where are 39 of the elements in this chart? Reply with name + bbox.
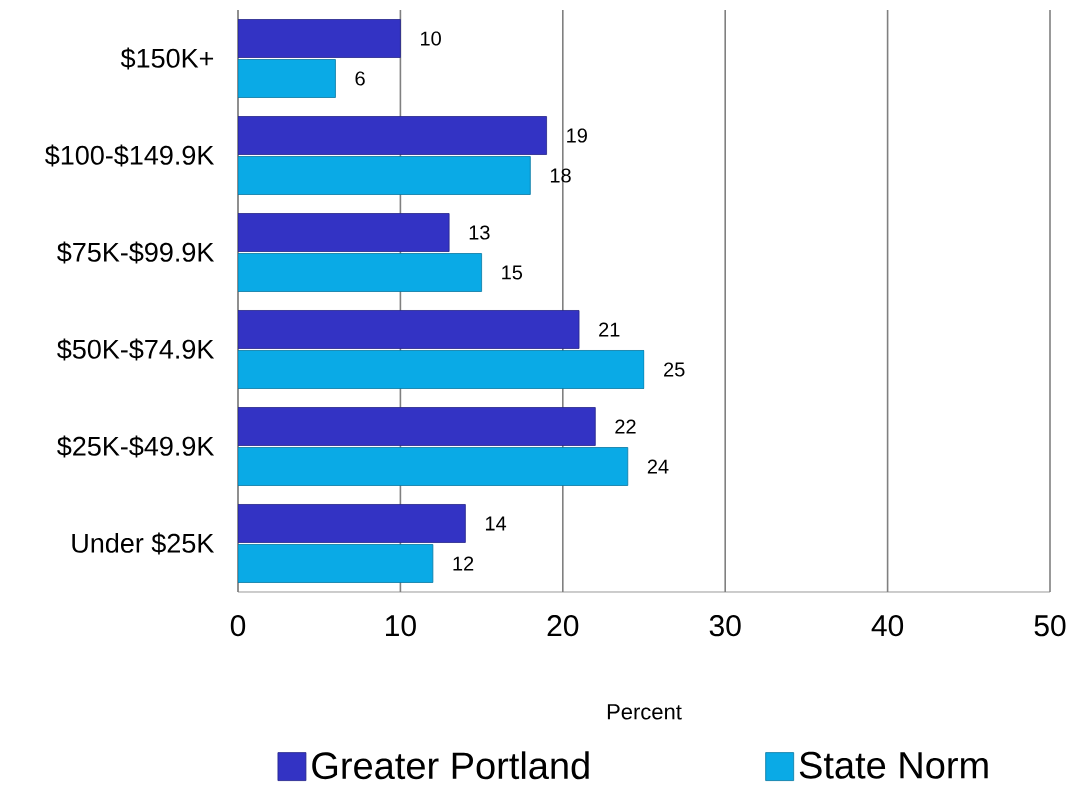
data-label: 25 <box>664 362 685 377</box>
data-label: 18 <box>550 168 571 183</box>
y-tick-label: $150K+ <box>120 47 214 70</box>
bar <box>238 350 645 389</box>
bar <box>238 544 434 583</box>
y-tick-label: $50K-$74.9K <box>57 338 215 361</box>
x-tick-label: 10 <box>386 615 416 637</box>
data-label: 13 <box>469 225 490 240</box>
legend-label: State Norm <box>799 751 988 779</box>
bar <box>238 253 482 292</box>
bar <box>238 116 547 155</box>
y-tick-label: $75K-$99.9K <box>57 241 215 264</box>
x-tick-label: 50 <box>1034 615 1066 637</box>
y-tick-label: Under $25K <box>72 532 215 555</box>
data-label: 19 <box>567 128 587 143</box>
bar <box>238 504 466 543</box>
bar <box>238 213 450 252</box>
bar <box>238 310 580 349</box>
y-tick-label: $25K-$49.9K <box>57 435 215 458</box>
x-axis-title: Percent <box>607 704 682 720</box>
bar <box>238 19 401 58</box>
data-label: 15 <box>502 265 523 280</box>
x-tick-label: 0 <box>230 615 246 637</box>
data-label: 21 <box>599 322 620 337</box>
bar <box>238 59 336 98</box>
x-tick-label: 20 <box>547 615 579 637</box>
data-label: 14 <box>485 516 507 531</box>
data-label: 10 <box>421 31 441 46</box>
bar <box>238 447 629 486</box>
y-tick-label: $100-$149.9K <box>45 144 215 167</box>
legend-label: Greater Portland <box>312 751 589 780</box>
data-label: 12 <box>453 556 474 571</box>
data-label: 24 <box>647 459 669 474</box>
data-label: 22 <box>615 419 636 434</box>
bar <box>238 407 596 446</box>
data-label: 6 <box>355 71 365 86</box>
x-tick-label: 40 <box>871 615 904 637</box>
x-tick-label: 30 <box>709 615 741 637</box>
bar <box>238 156 531 195</box>
